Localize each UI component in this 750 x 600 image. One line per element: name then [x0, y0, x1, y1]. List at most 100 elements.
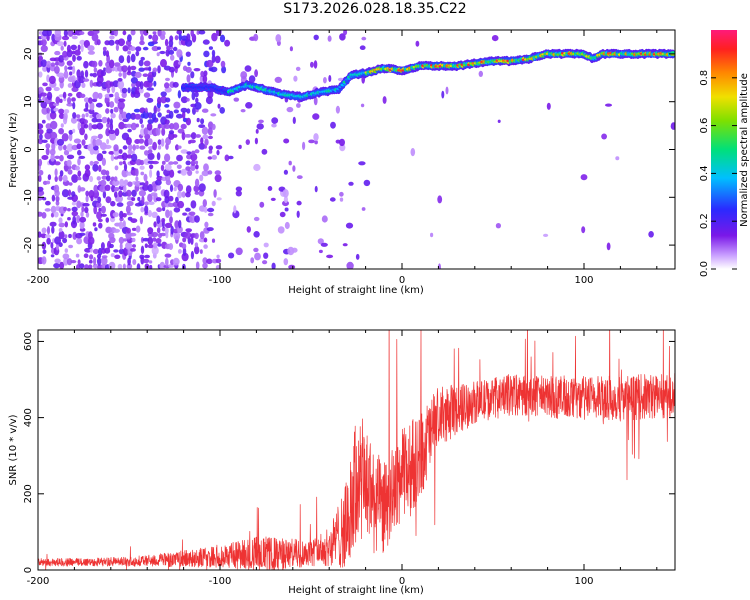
spectrogram-cell — [284, 207, 289, 212]
spectrogram-cell — [113, 176, 118, 182]
spectrogram-cell — [69, 71, 73, 76]
spectrogram-cell — [283, 195, 288, 204]
spectrogram-cell — [109, 59, 115, 69]
spectrogram-cell — [55, 195, 60, 202]
spectrogram-cell — [360, 103, 365, 108]
spectrogram-cell — [224, 39, 231, 47]
spectrogram-cell — [177, 145, 182, 149]
spectrogram-cell — [497, 119, 501, 124]
spectrogram-cell — [323, 77, 327, 84]
spectrogram-cell — [89, 254, 94, 260]
spectrogram-cell — [238, 144, 242, 149]
spectrogram-cell — [114, 91, 120, 99]
spectrogram-cell — [45, 180, 51, 185]
spectrogram-cell — [601, 133, 607, 140]
spectrogram-cell — [191, 150, 196, 155]
spectrogram-cell — [125, 205, 131, 214]
spectrogram-cell — [42, 249, 47, 255]
spectrogram-cell — [40, 92, 47, 97]
spectrogram-cell — [58, 242, 63, 248]
spectrogram-cell — [185, 117, 191, 126]
spectrogram-cell — [151, 246, 159, 255]
spectrogram-cell — [382, 96, 387, 104]
spectrogram-cell — [126, 263, 133, 269]
spectrogram-cell — [138, 67, 145, 72]
spectrogram-cell — [130, 30, 136, 36]
spectrogram-cell — [216, 30, 222, 37]
spectrogram-cell — [246, 226, 251, 233]
spectrogram-cell — [127, 143, 133, 151]
spectrogram-cell — [85, 102, 89, 110]
spectrogram-cell — [78, 75, 86, 84]
spectrogram-cell — [151, 45, 159, 52]
spectrogram-cell — [117, 77, 123, 82]
spectrogram-cell — [194, 178, 200, 187]
spectrogram-cell — [112, 179, 120, 186]
spectrogram-cell — [286, 106, 294, 113]
spectrogram-cell — [113, 228, 120, 233]
spectrogram-cell — [200, 70, 205, 78]
spectrogram-cell — [296, 103, 301, 108]
spectrogram-cell — [113, 249, 119, 253]
spectrogram-cell — [163, 189, 170, 199]
spectrogram-xtick-label: -200 — [27, 275, 50, 286]
colorbar-tick-label: 0.8 — [699, 70, 710, 86]
spectrogram-cell — [190, 71, 195, 79]
spectrogram-cell — [126, 154, 133, 159]
spectrogram-cell — [151, 40, 158, 45]
spectrogram-cell — [53, 211, 59, 218]
spectrogram-cell — [63, 30, 68, 37]
spectrogram-cell — [207, 170, 213, 175]
spectrogram-cell — [58, 222, 65, 228]
spectrogram-cell — [101, 157, 106, 166]
spectrogram-cell — [339, 33, 346, 41]
spectrogram-cell — [93, 145, 99, 151]
spectrogram-cell — [58, 128, 64, 135]
spectrogram-cell — [40, 233, 47, 239]
spectrogram-cell — [126, 200, 134, 207]
spectrogram-cell — [160, 164, 165, 172]
spectrogram-cell — [216, 197, 222, 201]
spectrogram-cell — [109, 118, 113, 125]
spectrogram-xtick-label: 0 — [399, 275, 405, 286]
spectrogram-cell — [180, 107, 188, 113]
spectrogram-cell — [63, 40, 67, 47]
spectrogram-cell — [143, 92, 151, 98]
spectrogram-cell — [211, 154, 217, 160]
spectrogram-cell — [114, 62, 121, 67]
spectrogram-cell — [259, 201, 265, 208]
spectrogram-cell — [142, 73, 149, 77]
spectrogram-cell — [85, 190, 90, 197]
spectrogram-cell — [67, 66, 74, 70]
spectrogram-cell — [81, 139, 86, 146]
spectrogram-cell — [92, 222, 97, 227]
spectrogram-cell — [151, 211, 158, 218]
spectrogram-ridge — [181, 48, 675, 103]
spectrogram-cell — [170, 225, 174, 235]
spectrogram-cell — [109, 243, 114, 249]
spectrogram-cell — [122, 160, 126, 165]
spectrogram-cell — [83, 60, 89, 69]
spectrogram-cell — [54, 236, 61, 245]
spectrogram-cell — [74, 49, 81, 56]
spectrogram-cell — [147, 227, 154, 235]
spectrogram-cell — [121, 87, 128, 94]
spectrogram-cell — [85, 112, 89, 118]
spectrogram-cell — [175, 196, 179, 203]
spectrogram-cell — [263, 252, 269, 259]
spectrogram-cell — [219, 34, 226, 43]
spectrogram-cell — [135, 225, 141, 233]
spectrogram-cell — [53, 86, 60, 92]
spectrogram-cell — [63, 257, 69, 266]
spectrogram-cell — [87, 143, 95, 152]
spectrogram-cell — [291, 247, 298, 253]
spectrogram-cell — [139, 81, 144, 90]
spectrogram-cell — [147, 210, 152, 218]
spectrogram-cell — [81, 113, 86, 119]
spectrogram-cell — [250, 257, 255, 264]
spectrogram-cell — [66, 60, 73, 66]
spectrogram-cell — [131, 189, 137, 197]
spectrogram-cell — [76, 215, 81, 223]
spectrogram-cell — [169, 35, 174, 42]
spectrogram-cell — [139, 215, 143, 225]
